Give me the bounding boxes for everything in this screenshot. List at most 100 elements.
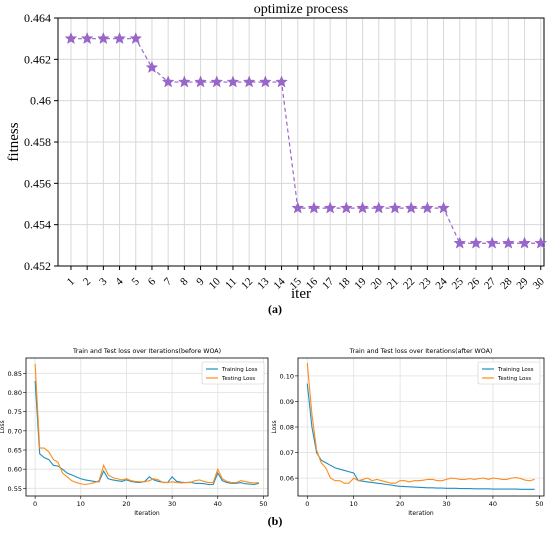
x-tick-label: 13: [255, 275, 272, 292]
fitness-point-marker: [388, 201, 402, 214]
x-tick-label: 26: [466, 275, 483, 292]
y-tick-label: 0.85: [8, 370, 22, 378]
y-tick-label: 0.70: [8, 427, 22, 435]
x-tick-label: 17: [320, 275, 337, 292]
x-tick-label: 22: [401, 276, 417, 292]
y-axis-label: fitness: [6, 122, 22, 161]
x-tick-label: 2: [81, 276, 93, 288]
y-tick-label: 0.55: [8, 485, 22, 493]
x-tick-label: 19: [352, 275, 369, 292]
y-tick-label: 0.80: [8, 389, 22, 397]
legend-label: Testing Loss: [497, 376, 531, 382]
fitness-point-marker: [259, 75, 272, 88]
x-tick-label: 11: [223, 276, 239, 292]
y-axis-label: Loss: [271, 420, 278, 433]
x-tick-label: 29: [514, 275, 531, 292]
fitness-point-marker: [64, 32, 78, 44]
fitness-point-marker: [307, 201, 321, 214]
x-tick-label: 28: [498, 275, 515, 292]
fitness-point-marker: [97, 32, 110, 44]
legend-label: Training Loss: [497, 367, 534, 373]
y-tick-label: 0.452: [24, 259, 51, 273]
x-tick-label: 50: [259, 500, 267, 508]
fitness-point-marker: [291, 201, 304, 214]
series-line-testing-loss: [306, 363, 535, 484]
x-tick-label: 20: [122, 500, 130, 508]
y-tick-label: 0.08: [280, 424, 294, 432]
chart-title: Train and Test loss over Iterations(befo…: [72, 348, 221, 355]
x-tick-label: 0: [305, 500, 309, 508]
series-line-testing-loss: [34, 363, 259, 486]
x-tick-label: 40: [214, 500, 222, 508]
y-tick-label: 0.462: [24, 52, 51, 66]
x-tick-label: 24: [433, 275, 450, 292]
fitness-point-marker: [161, 75, 175, 88]
fitness-point-marker: [226, 75, 240, 88]
x-tick-label: 50: [535, 500, 543, 508]
x-tick-label: 10: [207, 275, 224, 292]
fitness-point-marker: [113, 32, 126, 44]
y-tick-label: 0.456: [24, 176, 51, 190]
x-tick-label: 9: [194, 275, 207, 288]
x-tick-label: 25: [450, 275, 467, 292]
y-tick-label: 0.46: [30, 94, 51, 108]
chart-before-woa: 0.55 0.60 0.65 0.70 0.75 0.80 0.85 0 10 20 30 40 50 T…: [0, 348, 269, 517]
x-axis-label: Iteration: [134, 510, 160, 517]
x-tick-label: 6: [146, 275, 159, 288]
x-tick-label: 5: [130, 275, 143, 288]
x-tick-label: 10: [77, 500, 85, 508]
plot-frame: [25, 357, 269, 497]
fitness-point-marker: [129, 32, 142, 44]
chart-title: Train and Test loss over Iterations(afte…: [349, 348, 493, 355]
x-tick-label: 10: [350, 500, 358, 508]
fitness-point-marker: [242, 75, 256, 88]
fitness-point-marker: [145, 61, 159, 73]
fitness-point-marker: [404, 201, 418, 214]
fitness-point-marker: [421, 201, 434, 214]
y-tick-label: 0.458: [24, 135, 51, 149]
x-tick-label: 30: [531, 275, 548, 292]
y-tick-label: 0.65: [8, 447, 22, 455]
x-tick-label: 12: [239, 276, 255, 292]
y-tick-label: 0.454: [24, 218, 51, 232]
y-tick-label: 0.10: [280, 372, 294, 380]
fitness-point-marker: [372, 201, 385, 214]
x-tick-label: 21: [385, 276, 401, 292]
fitness-point-marker: [469, 236, 483, 249]
x-tick-label: 0: [33, 500, 37, 508]
legend-label: Training Loss: [221, 367, 258, 373]
x-tick-label: 14: [271, 275, 288, 292]
y-tick-label: 0.06: [280, 475, 294, 483]
x-tick-label: 20: [396, 500, 404, 508]
x-tick-label: 4: [113, 275, 126, 288]
fitness-point-marker: [453, 236, 466, 249]
chart-optimize-process: 0.452 0.454 0.456 0.458 0.46 0.462 0.464 1 2 3 4 5 6…: [6, 2, 547, 302]
x-tick-label: 23: [417, 275, 434, 292]
fitness-point-marker: [323, 201, 337, 214]
y-axis-label: Loss: [0, 420, 6, 433]
series-line-training-loss: [306, 383, 535, 490]
series-line-training-loss: [34, 380, 260, 486]
x-tick-label: 18: [336, 275, 353, 292]
fitness-point-marker: [340, 201, 353, 214]
x-tick-label: 20: [369, 275, 386, 292]
x-axis-label: iter: [291, 286, 311, 302]
x-tick-label: 30: [442, 500, 450, 508]
fitness-point-marker: [356, 201, 369, 214]
chart-after-woa: 0.06 0.07 0.08 0.09 0.10 0 10 20 30 40 50 Training …: [271, 348, 545, 517]
fitness-point-marker: [534, 236, 547, 249]
fitness-point-marker: [518, 236, 531, 249]
fitness-point-marker: [275, 75, 288, 88]
x-tick-label: 3: [97, 275, 110, 288]
fitness-point-marker: [80, 32, 94, 44]
fitness-point-marker: [210, 75, 223, 88]
panel-label-b: (b): [268, 514, 283, 528]
y-tick-label: 0.464: [24, 11, 51, 25]
y-tick-label: 0.09: [280, 398, 294, 406]
y-tick-label: 0.75: [8, 408, 22, 416]
fitness-point-marker: [485, 236, 499, 249]
y-tick-label: 0.07: [280, 449, 294, 457]
chart-title: optimize process: [254, 2, 348, 17]
fitness-point-marker: [502, 236, 515, 249]
